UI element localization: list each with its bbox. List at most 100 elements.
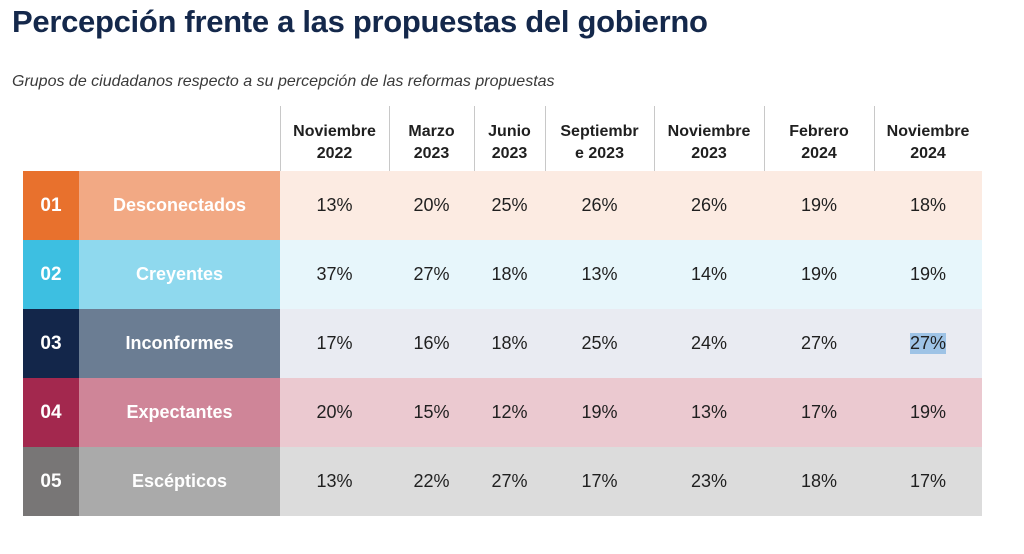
column-header: Noviembre 2023 <box>654 118 764 168</box>
cell-value: 26% <box>581 195 618 215</box>
column-header: Noviembre 2022 <box>280 118 389 168</box>
row-values: 17% 16% 18% 25% 24% 27% 27% <box>280 309 982 378</box>
table-cell: 17% <box>545 447 654 516</box>
column-header-label: Marzo 2023 <box>408 123 455 162</box>
row-values: 13% 20% 25% 26% 26% 19% 18% <box>280 171 982 240</box>
column-header: Marzo 2023 <box>389 118 474 168</box>
row-values: 37% 27% 18% 13% 14% 19% 19% <box>280 240 982 309</box>
column-header-label: Noviembre 2023 <box>667 123 751 162</box>
table-cell: 18% <box>474 240 545 309</box>
cell-value: 27% <box>413 264 450 284</box>
cell-value: 23% <box>690 471 728 491</box>
row-number: 01 <box>23 171 79 240</box>
cell-value: 17% <box>316 333 353 353</box>
table-cell: 27% <box>474 447 545 516</box>
cell-value: 20% <box>316 402 353 422</box>
cell-value: 16% <box>413 333 450 353</box>
table-cell: 19% <box>545 378 654 447</box>
cell-value: 14% <box>690 264 728 284</box>
table-cell: 27% <box>389 240 474 309</box>
cell-value: 13% <box>316 195 353 215</box>
column-header: Septiembr e 2023 <box>545 118 654 168</box>
table-row: 04 Expectantes 20% 15% 12% 19% 13% 17% 19% <box>23 378 982 447</box>
table-cell: 18% <box>474 309 545 378</box>
table-cell: 17% <box>764 378 874 447</box>
cell-value: 25% <box>491 195 528 215</box>
table-cell: 13% <box>654 378 764 447</box>
cell-value: 27% <box>909 333 947 354</box>
table-cell: 12% <box>474 378 545 447</box>
cell-value: 12% <box>491 402 528 422</box>
cell-value: 18% <box>800 471 838 491</box>
table-cell: 26% <box>654 171 764 240</box>
column-header-label: Noviembre 2024 <box>886 123 970 162</box>
table-cell: 18% <box>764 447 874 516</box>
table-cell: 27% <box>874 309 982 378</box>
table-cell: 16% <box>389 309 474 378</box>
table-cell: 13% <box>545 240 654 309</box>
table-cell: 22% <box>389 447 474 516</box>
cell-value: 19% <box>909 264 947 284</box>
row-label: Creyentes <box>79 240 280 309</box>
table-row: 03 Inconformes 17% 16% 18% 25% 24% 27% 27% <box>23 309 982 378</box>
cell-value: 18% <box>491 264 528 284</box>
table-cell: 20% <box>389 171 474 240</box>
table-cell: 26% <box>545 171 654 240</box>
cell-value: 24% <box>690 333 728 353</box>
cell-value: 27% <box>800 333 838 353</box>
table-row: 05 Escépticos 13% 22% 27% 17% 23% 18% 17% <box>23 447 982 516</box>
cell-value: 20% <box>413 195 450 215</box>
row-number: 02 <box>23 240 79 309</box>
table-cell: 23% <box>654 447 764 516</box>
table-cell: 20% <box>280 378 389 447</box>
cell-value: 19% <box>800 264 838 284</box>
table-cell: 19% <box>764 240 874 309</box>
cell-value: 37% <box>316 264 353 284</box>
table-cell: 15% <box>389 378 474 447</box>
table-cell: 24% <box>654 309 764 378</box>
column-header: Febrero 2024 <box>764 118 874 168</box>
cell-value: 17% <box>800 402 838 422</box>
column-header: Noviembre 2024 <box>874 118 982 168</box>
column-header-label: Noviembre 2022 <box>293 123 376 162</box>
page-title: Percepción frente a las propuestas del g… <box>12 4 708 39</box>
table-cell: 27% <box>764 309 874 378</box>
column-header-label: Junio 2023 <box>488 123 531 162</box>
column-header-label: Septiembr e 2023 <box>560 123 639 162</box>
table-cell: 17% <box>874 447 982 516</box>
table-row: 01 Desconectados 13% 20% 25% 26% 26% 19% 18% <box>23 171 982 240</box>
table-cell: 19% <box>874 378 982 447</box>
cell-value: 19% <box>800 195 838 215</box>
table-cell: 19% <box>874 240 982 309</box>
row-number: 03 <box>23 309 79 378</box>
cell-value: 13% <box>690 402 728 422</box>
table-cell: 13% <box>280 171 389 240</box>
cell-value: 18% <box>491 333 528 353</box>
row-label: Inconformes <box>79 309 280 378</box>
table-cell: 18% <box>874 171 982 240</box>
table-cell: 25% <box>545 309 654 378</box>
cell-value: 22% <box>413 471 450 491</box>
table-cell: 37% <box>280 240 389 309</box>
page-subtitle: Grupos de ciudadanos respecto a su perce… <box>12 73 555 90</box>
column-header-label: Febrero 2024 <box>789 123 849 162</box>
column-header: Junio 2023 <box>474 118 545 168</box>
cell-value: 17% <box>581 471 618 491</box>
cell-value: 15% <box>413 402 450 422</box>
cell-value: 27% <box>491 471 528 491</box>
table-row: 02 Creyentes 37% 27% 18% 13% 14% 19% 19% <box>23 240 982 309</box>
cell-value: 17% <box>909 471 947 491</box>
row-number: 05 <box>23 447 79 516</box>
table-cell: 25% <box>474 171 545 240</box>
table-cell: 13% <box>280 447 389 516</box>
row-number: 04 <box>23 378 79 447</box>
cell-value: 25% <box>581 333 618 353</box>
row-values: 20% 15% 12% 19% 13% 17% 19% <box>280 378 982 447</box>
cell-value: 19% <box>581 402 618 422</box>
cell-value: 26% <box>690 195 728 215</box>
row-values: 13% 22% 27% 17% 23% 18% 17% <box>280 447 982 516</box>
row-label: Escépticos <box>79 447 280 516</box>
row-label: Expectantes <box>79 378 280 447</box>
row-label: Desconectados <box>79 171 280 240</box>
cell-value: 19% <box>909 402 947 422</box>
